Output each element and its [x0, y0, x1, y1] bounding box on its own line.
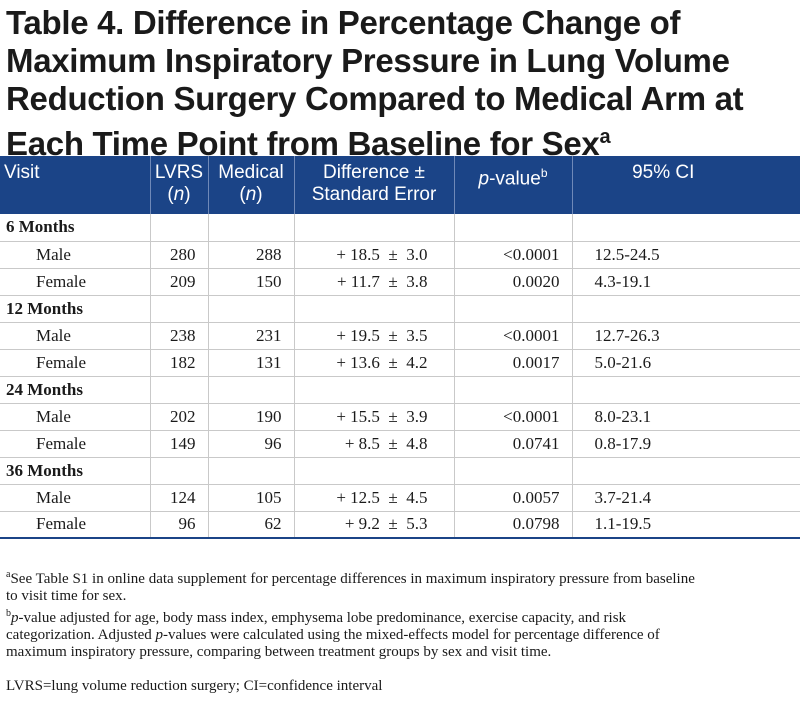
- group-label: 36 Months: [0, 457, 150, 485]
- header-ci: 95% CI: [571, 156, 800, 214]
- pvalue-cell: 0.0057: [453, 484, 572, 512]
- group-row-36-months: 36 Months: [0, 457, 800, 485]
- difference-cell: + 13.6 ± 4.2: [293, 349, 454, 377]
- table-title-text: Table 4. Difference in Percentage Change…: [6, 4, 744, 162]
- medical-cell: 131: [207, 349, 294, 377]
- table-title: Table 4. Difference in Percentage Change…: [6, 4, 794, 163]
- difference-cell: + 12.5 ± 4.5: [293, 484, 454, 512]
- medical-cell: 150: [207, 268, 294, 296]
- lvrs-cell: 209: [149, 268, 208, 296]
- lvrs-cell: 202: [149, 403, 208, 431]
- header-lvrs-label: LVRS: [154, 162, 204, 183]
- sex-cell: Female: [0, 511, 150, 539]
- header-visit: Visit: [4, 162, 40, 183]
- group-row-12-months: 12 Months: [0, 295, 800, 323]
- header-medical-n: n: [245, 184, 257, 205]
- ci-cell: 12.7-26.3: [571, 322, 800, 350]
- medical-cell: 62: [207, 511, 294, 539]
- footnote-b-p2: p: [155, 627, 164, 643]
- footnote-b-text-1: -value adjusted for age, body mass index…: [6, 610, 627, 643]
- pvalue-cell: 0.0017: [453, 349, 572, 377]
- medical-cell: 96: [207, 430, 294, 458]
- ci-cell: 12.5-24.5: [571, 241, 800, 269]
- table-row: Female 182 131 + 13.6 ± 4.2 0.0017 5.0-2…: [0, 349, 800, 377]
- pvalue-cell: 0.0020: [453, 268, 572, 296]
- difference-cell: + 18.5 ± 3.0: [293, 241, 454, 269]
- footnote-b-p: p: [11, 610, 19, 626]
- sex-cell: Male: [0, 322, 150, 350]
- lvrs-cell: 149: [149, 430, 208, 458]
- table-title-footnote-mark: a: [599, 126, 611, 148]
- footnote-a-mark: a: [6, 569, 11, 580]
- abbreviations: LVRS=lung volume reduction surgery; CI=c…: [6, 678, 383, 694]
- medical-cell: 190: [207, 403, 294, 431]
- header-difference-line2: Standard Error: [311, 184, 437, 205]
- table-row: Male 202 190 + 15.5 ± 3.9 <0.0001 8.0-23…: [0, 403, 800, 431]
- table-header-row: Visit LVRS (n) Medical (n) Difference ± Sta…: [0, 156, 800, 214]
- ci-cell: 8.0-23.1: [571, 403, 800, 431]
- table-row: Female 96 62 + 9.2 ± 5.3 0.0798 1.1-19.5: [0, 511, 800, 539]
- table-row: Female 149 96 + 8.5 ± 4.8 0.0741 0.8-17.…: [0, 430, 800, 458]
- sex-cell: Male: [0, 484, 150, 512]
- header-difference: Difference ± Standard Error: [293, 156, 454, 214]
- table-row: Male 124 105 + 12.5 ± 4.5 0.0057 3.7-21.…: [0, 484, 800, 512]
- sex-cell: Female: [0, 430, 150, 458]
- group-row-6-months: 6 Months: [0, 214, 800, 242]
- header-difference-line1: Difference ±: [323, 162, 425, 183]
- ci-cell: 5.0-21.6: [571, 349, 800, 377]
- footnote-a-text: See Table S1 in online data supplement f…: [6, 571, 695, 604]
- footnote-b: bp-value adjusted for age, body mass ind…: [6, 605, 706, 661]
- medical-cell: 105: [207, 484, 294, 512]
- header-lvrs: LVRS (n): [149, 156, 208, 214]
- footnote-b-mark: b: [6, 608, 11, 619]
- table-body: 6 Months Male 280 288 + 18.5 ± 3.0 <0.00…: [0, 214, 800, 539]
- difference-cell: + 8.5 ± 4.8: [293, 430, 454, 458]
- lvrs-cell: 96: [149, 511, 208, 539]
- lvrs-cell: 124: [149, 484, 208, 512]
- ci-cell: 4.3-19.1: [571, 268, 800, 296]
- table-row: Male 280 288 + 18.5 ± 3.0 <0.0001 12.5-2…: [0, 241, 800, 269]
- header-pvalue-footnote-mark: b: [540, 166, 548, 180]
- medical-cell: 288: [207, 241, 294, 269]
- difference-cell: + 15.5 ± 3.9: [293, 403, 454, 431]
- data-table: Visit LVRS (n) Medical (n) Difference ± Sta…: [0, 156, 800, 539]
- sex-cell: Female: [0, 268, 150, 296]
- lvrs-cell: 182: [149, 349, 208, 377]
- table-row: Female 209 150 + 11.7 ± 3.8 0.0020 4.3-1…: [0, 268, 800, 296]
- sex-cell: Male: [0, 241, 150, 269]
- group-row-24-months: 24 Months: [0, 376, 800, 404]
- ci-cell: 1.1-19.5: [571, 511, 800, 539]
- group-label: 12 Months: [0, 295, 150, 323]
- sex-cell: Male: [0, 403, 150, 431]
- pvalue-cell: <0.0001: [453, 403, 572, 431]
- header-lvrs-n: n: [173, 184, 185, 205]
- pvalue-cell: <0.0001: [453, 241, 572, 269]
- header-medical: Medical (n): [207, 156, 294, 214]
- footnote-a: aSee Table S1 in online data supplement …: [6, 566, 706, 605]
- header-medical-label: Medical: [218, 162, 284, 183]
- difference-cell: + 9.2 ± 5.3: [293, 511, 454, 539]
- group-label: 24 Months: [0, 376, 150, 404]
- pvalue-cell: <0.0001: [453, 322, 572, 350]
- pvalue-cell: 0.0741: [453, 430, 572, 458]
- pvalue-cell: 0.0798: [453, 511, 572, 539]
- footnote-b-text-2: -values were calculated using the mixed-…: [6, 627, 660, 660]
- ci-cell: 0.8-17.9: [571, 430, 800, 458]
- table-row: Male 238 231 + 19.5 ± 3.5 <0.0001 12.7-2…: [0, 322, 800, 350]
- sex-cell: Female: [0, 349, 150, 377]
- lvrs-cell: 238: [149, 322, 208, 350]
- header-pvalue-rest: -value: [489, 168, 541, 190]
- medical-cell: 231: [207, 322, 294, 350]
- footnotes: aSee Table S1 in online data supplement …: [6, 566, 706, 695]
- header-pvalue: p-valueb: [453, 156, 572, 214]
- header-pvalue-p: p: [478, 168, 490, 190]
- difference-cell: + 19.5 ± 3.5: [293, 322, 454, 350]
- difference-cell: + 11.7 ± 3.8: [293, 268, 454, 296]
- ci-cell: 3.7-21.4: [571, 484, 800, 512]
- group-label: 6 Months: [0, 214, 150, 242]
- lvrs-cell: 280: [149, 241, 208, 269]
